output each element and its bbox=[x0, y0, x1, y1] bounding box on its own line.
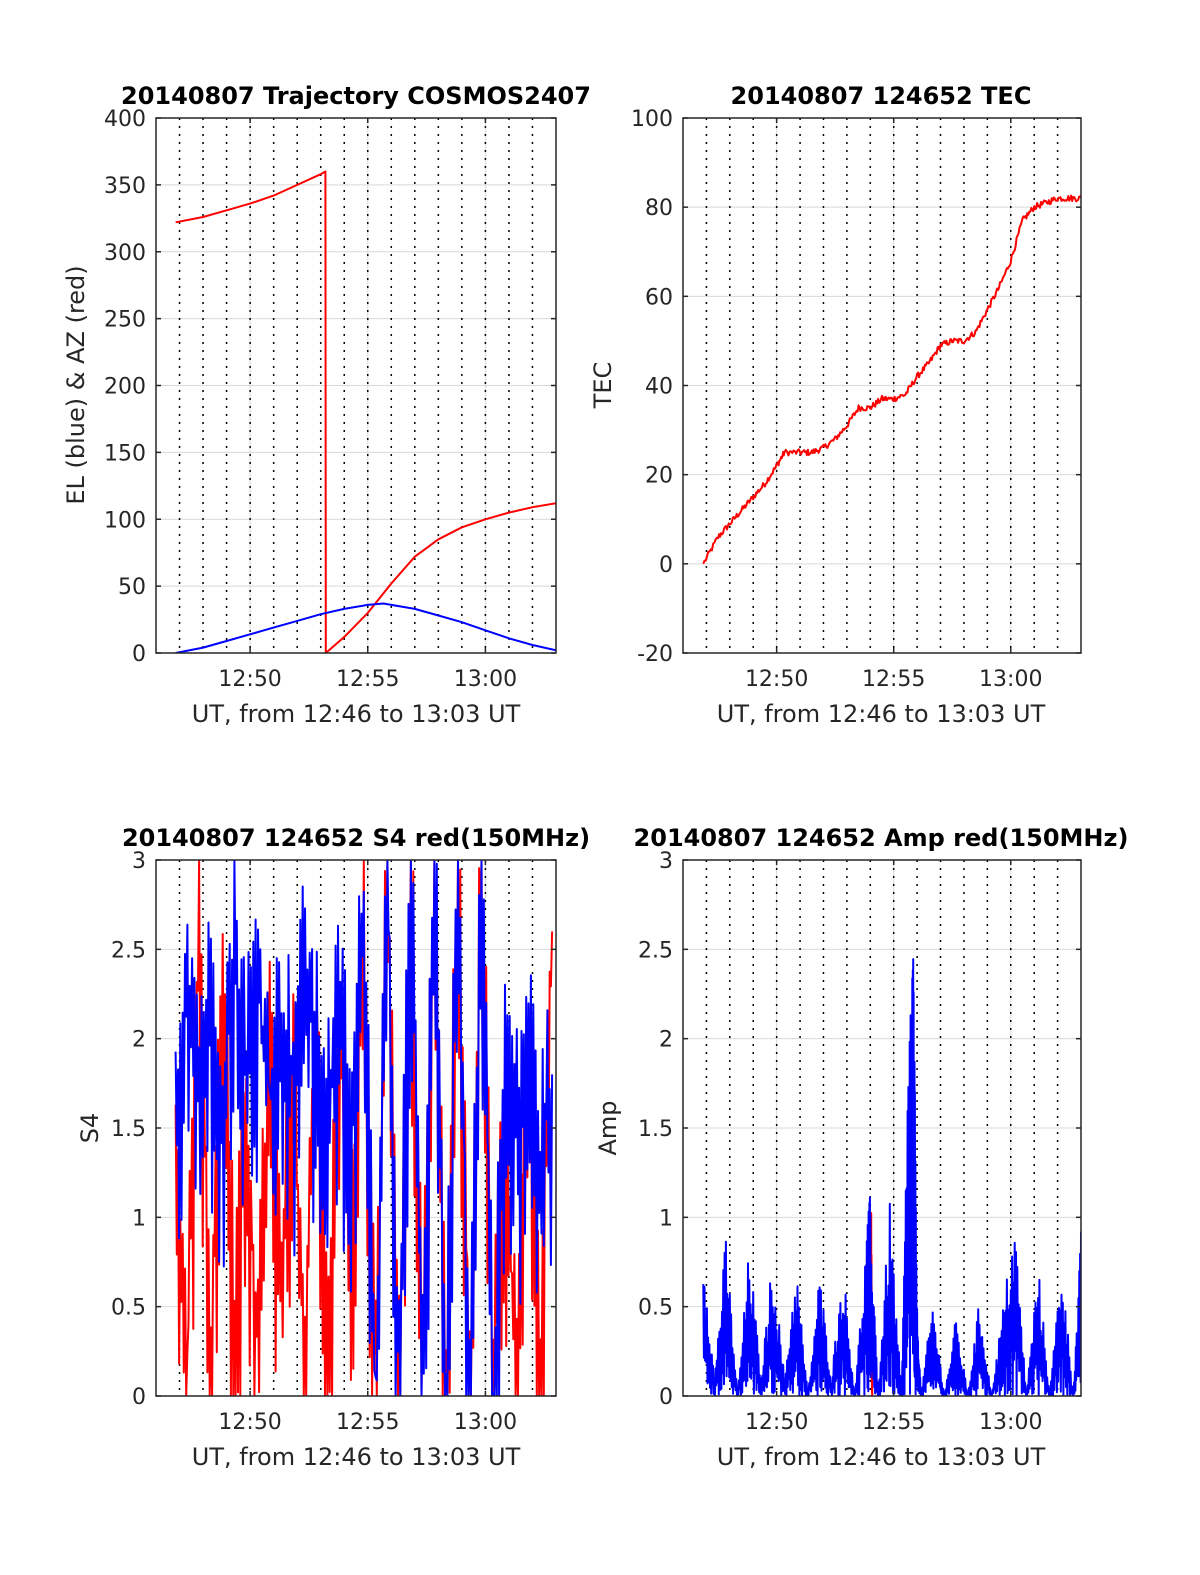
amp-ytick-label: 3 bbox=[659, 849, 673, 874]
trajectory-ytick-label: 100 bbox=[104, 508, 146, 533]
tec-title: 20140807 124652 TEC bbox=[731, 82, 1032, 110]
tec-ylabel: TEC bbox=[589, 362, 617, 410]
s4-series-1 bbox=[174, 860, 554, 1396]
amp-ytick-label: 1.5 bbox=[638, 1117, 673, 1142]
s4-ytick-label: 2 bbox=[132, 1028, 146, 1053]
trajectory-ytick-label: 200 bbox=[104, 375, 146, 400]
tec-series-group bbox=[702, 194, 1081, 565]
s4-ytick-label: 3 bbox=[132, 849, 146, 874]
trajectory-panel: 20140807 Trajectory COSMOS2407 UT, from … bbox=[62, 82, 591, 728]
s4-panel: 20140807 124652 S4 red(150MHz) UT, from … bbox=[76, 824, 590, 1471]
tec-series-0 bbox=[702, 194, 1081, 565]
trajectory-ylabel: EL (blue) & AZ (red) bbox=[62, 265, 90, 504]
s4-ylabel: S4 bbox=[76, 1113, 104, 1144]
amp-xlabel: UT, from 12:46 to 13:03 UT bbox=[717, 1443, 1046, 1471]
amp-ytick-label: 2.5 bbox=[638, 938, 673, 963]
tec-xtick-label: 12:55 bbox=[862, 667, 925, 692]
tec-xtick-label: 12:50 bbox=[745, 667, 808, 692]
tec-panel: 20140807 124652 TEC UT, from 12:46 to 13… bbox=[589, 82, 1082, 728]
trajectory-ytick-label: 300 bbox=[104, 241, 146, 266]
trajectory-ytick-label: 350 bbox=[104, 174, 146, 199]
amp-panel: 20140807 124652 Amp red(150MHz) UT, from… bbox=[594, 824, 1128, 1471]
trajectory-series-1 bbox=[175, 602, 556, 653]
amp-ytick-label: 0 bbox=[659, 1385, 673, 1410]
s4-ytick-label: 2.5 bbox=[111, 938, 146, 963]
amp-xtick-label: 12:50 bbox=[745, 1410, 808, 1435]
tec-ytick-label: 0 bbox=[659, 553, 673, 578]
s4-ytick-label: 1 bbox=[132, 1206, 146, 1231]
trajectory-title: 20140807 Trajectory COSMOS2407 bbox=[121, 82, 591, 110]
s4-ytick-label: 1.5 bbox=[111, 1117, 146, 1142]
tec-xtick-label: 13:00 bbox=[979, 667, 1042, 692]
trajectory-xtick-label: 12:55 bbox=[336, 667, 399, 692]
tec-xlabel: UT, from 12:46 to 13:03 UT bbox=[717, 700, 1046, 728]
tec-ytick-label: 20 bbox=[645, 464, 673, 489]
trajectory-ytick-label: 400 bbox=[104, 107, 146, 132]
amp-xtick-label: 13:00 bbox=[979, 1410, 1042, 1435]
amp-xtick-label: 12:55 bbox=[862, 1410, 925, 1435]
s4-xtick-label: 13:00 bbox=[454, 1410, 517, 1435]
s4-ytick-label: 0 bbox=[132, 1385, 146, 1410]
amp-title: 20140807 124652 Amp red(150MHz) bbox=[634, 824, 1129, 852]
tec-ytick-label: 60 bbox=[645, 285, 673, 310]
trajectory-xlabel: UT, from 12:46 to 13:03 UT bbox=[192, 700, 521, 728]
trajectory-series-0 bbox=[175, 170, 556, 653]
trajectory-ytick-label: 150 bbox=[104, 441, 146, 466]
amp-ytick-label: 1 bbox=[659, 1206, 673, 1231]
trajectory-xtick-label: 12:50 bbox=[218, 667, 281, 692]
amp-ylabel: Amp bbox=[594, 1100, 622, 1155]
trajectory-ytick-label: 50 bbox=[118, 575, 146, 600]
s4-title: 20140807 124652 S4 red(150MHz) bbox=[122, 824, 590, 852]
tec-ytick-label: 100 bbox=[631, 107, 673, 132]
tec-ytick-label: 40 bbox=[645, 375, 673, 400]
amp-ytick-label: 0.5 bbox=[638, 1296, 673, 1321]
trajectory-series-group bbox=[175, 170, 556, 653]
trajectory-ytick-label: 250 bbox=[104, 308, 146, 333]
s4-series-group bbox=[174, 860, 554, 1396]
tec-ytick-label: -20 bbox=[637, 642, 673, 667]
s4-ytick-label: 0.5 bbox=[111, 1296, 146, 1321]
trajectory-xtick-label: 13:00 bbox=[454, 667, 517, 692]
s4-xtick-label: 12:55 bbox=[336, 1410, 399, 1435]
amp-series-group bbox=[702, 958, 1081, 1396]
s4-xlabel: UT, from 12:46 to 13:03 UT bbox=[192, 1443, 521, 1471]
s4-xtick-label: 12:50 bbox=[218, 1410, 281, 1435]
trajectory-ytick-label: 0 bbox=[132, 642, 146, 667]
amp-ytick-label: 2 bbox=[659, 1028, 673, 1053]
tec-ytick-label: 80 bbox=[645, 196, 673, 221]
amp-series-1 bbox=[702, 958, 1081, 1396]
